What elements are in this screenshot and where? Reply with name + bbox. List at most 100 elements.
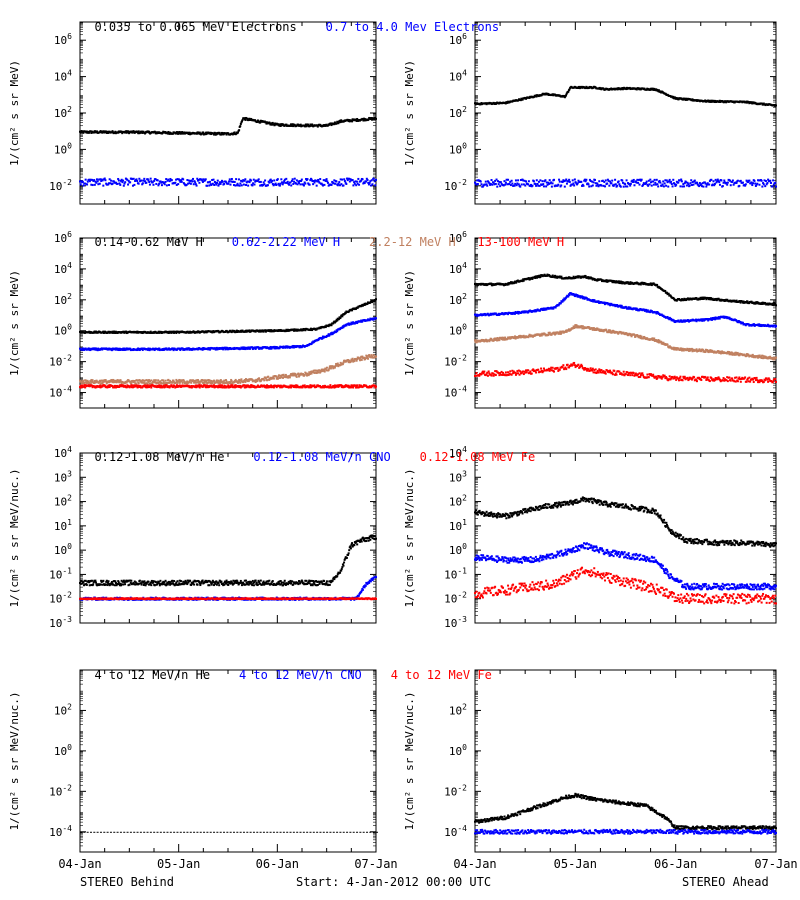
data-point (504, 183, 507, 186)
data-point (488, 182, 491, 185)
data-point (291, 372, 294, 375)
data-point (168, 132, 171, 135)
data-point (210, 381, 213, 384)
data-point (214, 132, 217, 135)
data-point (270, 384, 273, 387)
data-point (108, 384, 111, 387)
data-point (257, 179, 260, 182)
data-point (568, 180, 571, 183)
data-point (360, 179, 363, 182)
data-point (342, 361, 345, 364)
data-point (235, 184, 238, 187)
data-point (225, 347, 228, 350)
data-point (146, 382, 149, 385)
data-point (683, 182, 686, 185)
data-point (278, 184, 281, 187)
data-point (345, 324, 348, 327)
data-point (658, 179, 661, 182)
data-point (572, 277, 575, 280)
data-point (240, 179, 243, 182)
data-point (714, 99, 717, 102)
data-point (206, 184, 209, 187)
data-point (108, 380, 111, 383)
data-point (265, 386, 268, 389)
data-point (259, 184, 262, 187)
data-point (672, 178, 675, 181)
data-point (116, 385, 119, 388)
data-point (726, 183, 729, 186)
data-point (283, 124, 286, 127)
data-point (758, 183, 761, 186)
data-point (176, 381, 179, 384)
data-point (190, 179, 193, 182)
data-point (491, 183, 494, 186)
data-point (158, 331, 161, 334)
data-point (628, 86, 631, 89)
data-point (555, 275, 558, 278)
data-point (194, 384, 197, 387)
data-point (240, 330, 243, 333)
data-point (202, 131, 205, 134)
data-point (652, 88, 655, 91)
data-point (293, 384, 296, 387)
data-point (204, 379, 207, 382)
data-point (148, 379, 151, 382)
data-point (226, 348, 229, 351)
y-tick-label: 10-2 (444, 354, 467, 369)
data-point (577, 179, 580, 182)
data-point (293, 177, 296, 180)
data-point (267, 385, 270, 388)
data-point (333, 366, 336, 369)
data-point (258, 181, 261, 184)
y-tick-label: 106 (54, 32, 72, 47)
data-point (227, 386, 230, 389)
data-point (80, 382, 83, 385)
data-point (367, 183, 370, 186)
data-point (320, 368, 323, 371)
data-point (519, 99, 522, 102)
data-point (107, 183, 110, 186)
data-point (327, 369, 330, 372)
data-point (287, 376, 290, 379)
data-point (708, 99, 711, 102)
data-point (230, 385, 233, 388)
data-point (290, 373, 293, 376)
data-point (268, 181, 271, 184)
data-point (173, 331, 176, 334)
data-point (182, 379, 185, 382)
data-point (510, 179, 513, 182)
data-point (123, 331, 126, 334)
data-point (110, 131, 113, 134)
data-point (119, 379, 122, 382)
y-tick-label: 102 (54, 105, 72, 120)
data-point (99, 386, 102, 389)
data-point (131, 131, 134, 134)
data-point (268, 378, 271, 381)
data-point (220, 386, 223, 389)
data-point (367, 118, 370, 121)
data-point (331, 333, 334, 336)
data-point (332, 367, 335, 370)
data-point (655, 178, 658, 181)
data-point (83, 182, 86, 185)
data-point (545, 185, 548, 188)
data-point (317, 180, 320, 183)
data-point (621, 181, 624, 184)
data-point (278, 374, 281, 377)
y-tick-label: 104 (54, 69, 72, 84)
data-point (607, 179, 610, 182)
data-point (361, 118, 364, 121)
data-point (333, 179, 336, 182)
data-point (154, 379, 157, 382)
data-point (264, 377, 267, 380)
data-point (206, 381, 209, 384)
data-point (152, 183, 155, 186)
data-point (351, 357, 354, 360)
data-point (750, 101, 753, 104)
data-point (279, 182, 282, 185)
data-point (97, 347, 100, 350)
data-point (718, 100, 721, 103)
data-point (344, 312, 347, 315)
data-point (180, 180, 183, 183)
data-point (659, 181, 662, 184)
